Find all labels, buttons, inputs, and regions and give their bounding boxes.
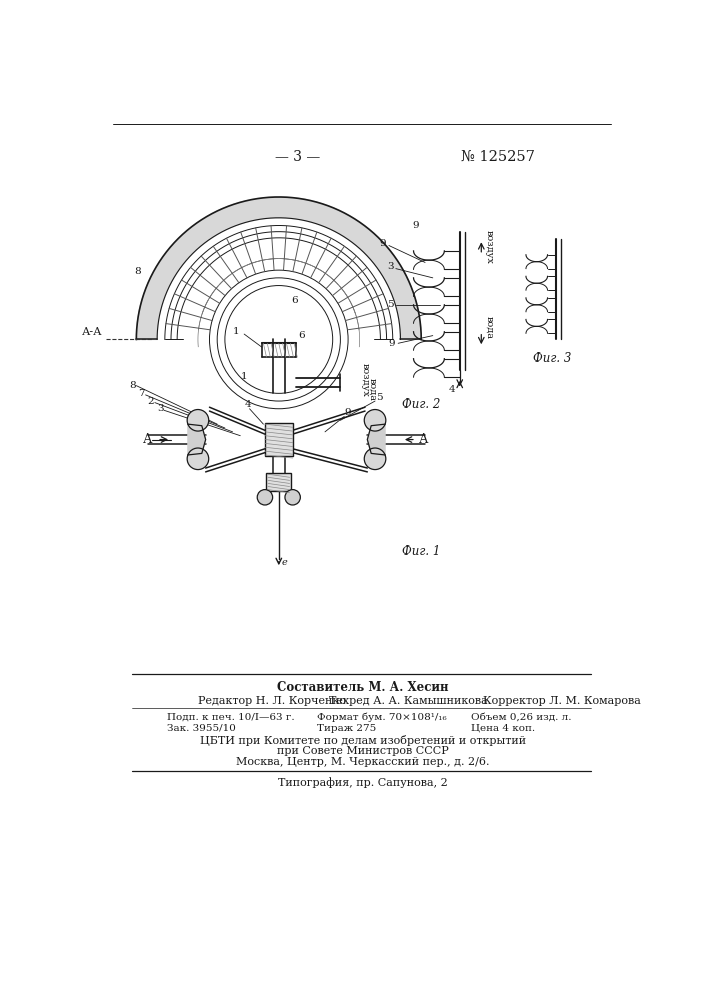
Text: 9: 9 [389,339,395,348]
Circle shape [364,410,386,431]
Circle shape [285,490,300,505]
Text: при Совете Министров СССР: при Совете Министров СССР [277,746,449,756]
Text: Фиг. 3: Фиг. 3 [533,352,571,365]
Text: Зак. 3955/10: Зак. 3955/10 [167,724,236,733]
Text: 2: 2 [148,397,154,406]
Text: 4: 4 [449,385,455,394]
Text: ЦБТИ при Комитете по делам изобретений и открытий: ЦБТИ при Комитете по делам изобретений и… [199,735,526,746]
Text: Составитель М. А. Хесин: Составитель М. А. Хесин [277,681,448,694]
Text: Техред А. А. Камышникова: Техред А. А. Камышникова [329,696,488,706]
Circle shape [187,448,209,470]
Bar [267,473,291,491]
Text: 9: 9 [345,408,351,417]
Text: 3: 3 [387,262,394,271]
Text: Фиг. 1: Фиг. 1 [402,545,440,558]
Text: 3: 3 [157,404,163,413]
Circle shape [187,410,209,431]
Text: Подп. к печ. 10/I—63 г.: Подп. к печ. 10/I—63 г. [167,713,295,722]
Text: 7: 7 [139,389,145,398]
Text: № 125257: № 125257 [461,150,535,164]
Text: А: А [143,433,153,446]
Text: 6: 6 [298,331,305,340]
Text: 1: 1 [233,327,240,336]
Text: 9: 9 [380,239,386,248]
Text: 1: 1 [241,372,247,381]
Text: 8: 8 [129,381,136,390]
Text: 8: 8 [134,267,141,276]
Text: Формат бум. 70×108¹/₁₆: Формат бум. 70×108¹/₁₆ [317,713,447,722]
Text: Редактор Н. Л. Корченко: Редактор Н. Л. Корченко [198,696,346,706]
Text: воздух: воздух [361,363,370,397]
Text: воздух: воздух [484,230,493,264]
Text: Цена 4 коп.: Цена 4 коп. [472,724,535,733]
Text: 6: 6 [291,296,298,305]
Text: Москва, Центр, М. Черкасский пер., д. 2/6.: Москва, Центр, М. Черкасский пер., д. 2/… [236,757,489,767]
Bar [265,423,293,456]
Text: Фиг. 2: Фиг. 2 [402,398,440,411]
Text: 4: 4 [245,400,251,409]
Polygon shape [188,424,206,455]
Text: Объем 0,26 изд. л.: Объем 0,26 изд. л. [472,713,572,722]
Text: 5: 5 [375,393,382,402]
Text: — 3 —: — 3 — [276,150,321,164]
Text: e: e [282,558,288,567]
Text: А: А [419,433,428,446]
Text: Типография, пр. Сапунова, 2: Типография, пр. Сапунова, 2 [278,777,448,788]
Text: А-А: А-А [81,327,102,337]
Text: 9: 9 [413,221,419,230]
Text: Тираж 275: Тираж 275 [317,724,377,733]
Text: Корректор Л. М. Комарова: Корректор Л. М. Комарова [483,696,641,706]
Circle shape [257,490,273,505]
Text: вода: вода [368,378,378,401]
Text: вода: вода [484,316,493,339]
Polygon shape [368,424,385,455]
Polygon shape [136,197,421,339]
Circle shape [364,448,386,470]
Text: 5: 5 [387,300,394,309]
